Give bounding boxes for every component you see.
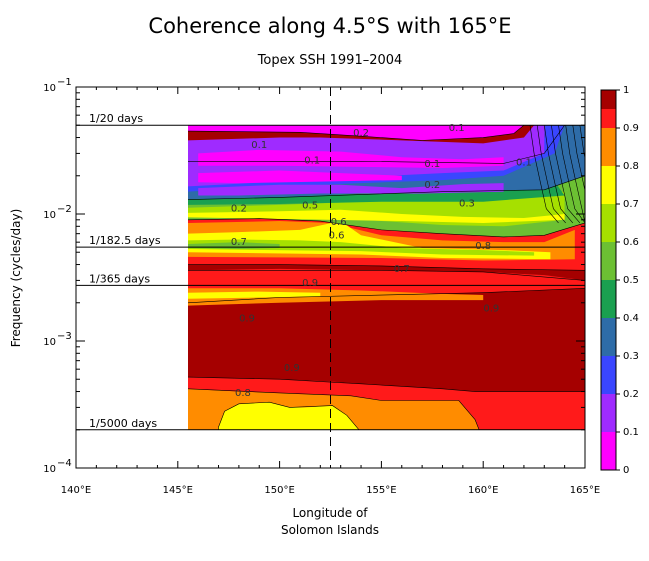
contour-label-2: 0.1: [424, 159, 440, 170]
contour-line-9: [187, 175, 585, 200]
edge-contour-5: [565, 125, 585, 224]
contour-label-17: 0.9: [483, 304, 499, 315]
colorbar-swatch-9: [601, 109, 616, 128]
contour-label-15: 0.9: [302, 278, 318, 289]
colorbar-swatch-2: [601, 356, 616, 394]
contour-label-10: 0.6: [331, 217, 347, 228]
edge-contour-7: [579, 125, 585, 223]
contour-line-5: [218, 401, 360, 430]
edge-contour-2: [544, 125, 574, 224]
level-fill-yellow-annual: [188, 291, 321, 299]
contour-fill-layer: [188, 125, 585, 430]
contour-line-8: [188, 125, 565, 164]
colorbar-tick-label: 0.4: [623, 313, 639, 324]
level-fill-magenta-mid: [198, 149, 504, 169]
x-axis-label: Longitude of: [292, 506, 368, 520]
chart-title: Coherence along 4.5°S with 165°E: [148, 14, 511, 38]
colorbar-tick-label: 1: [623, 85, 629, 96]
x-axis-label-line2: Solomon Islands: [281, 523, 379, 537]
x-tick-label: 155°E: [366, 485, 396, 496]
period-label-3: 1/5000 days: [89, 417, 157, 430]
contour-label-5: 0.2: [353, 128, 369, 139]
contour-line-7: [187, 288, 585, 304]
edge-contour-4: [558, 125, 585, 224]
contour-line-3: [187, 376, 585, 392]
colorbar-tick-label: 0.1: [623, 427, 639, 438]
contour-label-0: 0.1: [251, 140, 267, 151]
contour-labels: 0.1 0.1 0.1 0.1 0.1 0.2 0.2 0.2 0.3 0.5 0.6 0.6 0.7 0…: [231, 123, 532, 399]
y-tick-exp: −3: [57, 331, 72, 342]
contour-label-19: 0.8: [235, 388, 251, 399]
contour-label-6: 0.2: [424, 180, 440, 191]
y-tick-exp: −4: [57, 458, 72, 469]
plot-frame: [75, 86, 586, 469]
y-axis: 10−110−210−310−4: [43, 77, 585, 475]
colorbar-swatch-3: [601, 318, 616, 356]
contour-label-12: 0.7: [231, 237, 247, 248]
level-fill-magenta-low: [198, 170, 402, 184]
contour-label-1: 0.1: [304, 155, 320, 166]
period-label-2: 1/365 days: [89, 272, 150, 285]
colorbar-tick-label: 0.2: [623, 389, 639, 400]
contour-label-11: 0.6: [329, 231, 345, 242]
colorbar-tick-label: 0.6: [623, 237, 639, 248]
colorbar-tick-label: 0.5: [623, 275, 639, 286]
level-fill-yellow-upper: [188, 209, 565, 223]
colorbar-swatch-6: [601, 204, 616, 242]
colorbar: 1 0.9 0.8 0.7 0.6 0.5 0.4 0.3 0.2 0.1 0: [600, 85, 639, 476]
x-axis: 140°E 145°E 150°E 155°E 160°E 165°E: [61, 87, 600, 496]
contour-label-18: 0.9: [284, 363, 300, 374]
colorbar-swatch-0: [601, 432, 616, 470]
contour-label-16: 0.9: [239, 314, 255, 325]
colorbar-swatch-1: [601, 394, 616, 432]
y-tick-base: 10: [43, 210, 56, 221]
contour-label-8: 0.3: [459, 198, 475, 209]
contour-label-14: 0.8: [475, 241, 491, 252]
colorbar-swatch-5: [601, 242, 616, 280]
y-tick-base: 10: [43, 83, 56, 94]
y-axis-label: Frequency (cycles/day): [9, 209, 23, 348]
period-label-1: 1/182.5 days: [89, 234, 161, 247]
contour-label-13: 0.7: [394, 264, 410, 275]
x-tick-label: 160°E: [468, 485, 498, 496]
colorbar-swatch-8: [601, 128, 616, 166]
x-tick-label: 150°E: [264, 485, 294, 496]
contour-label-4: 0.1: [516, 158, 532, 169]
contour-line-10: [187, 125, 525, 141]
contour-line-2: [188, 264, 585, 271]
contour-label-9: 0.5: [302, 201, 318, 212]
colorbar-tick-label: 0.8: [623, 161, 639, 172]
colorbar-tick-label: 0: [623, 465, 629, 476]
contour-line-6: [188, 270, 585, 281]
colorbar-tick-label: 0.3: [623, 351, 639, 362]
colorbar-swatch-4: [601, 280, 616, 318]
y-tick-exp: −2: [57, 204, 72, 215]
contour-label-3: 0.1: [449, 123, 465, 134]
edge-contour-3: [551, 125, 581, 224]
y-tick-base: 10: [43, 337, 56, 348]
colorbar-tick-label: 0.7: [623, 199, 639, 210]
edge-contour-6: [572, 125, 585, 223]
level-fill-magenta-top: [188, 125, 524, 141]
contour-line-layer: [187, 125, 585, 430]
contour-line-4: [187, 388, 480, 430]
y-tick-base: 10: [43, 464, 56, 475]
edge-contour-1: [536, 125, 566, 224]
colorbar-swatch-7: [601, 166, 616, 204]
level-fill-yellow-low: [218, 402, 359, 430]
x-tick-label: 165°E: [570, 485, 600, 496]
contour-line-1: [187, 218, 585, 238]
y-tick-exp: −1: [57, 77, 72, 88]
colorbar-tick-label: 0.9: [623, 123, 639, 134]
colorbar-swatch-10: [601, 90, 616, 109]
x-tick-label: 140°E: [61, 485, 91, 496]
x-tick-label: 145°E: [163, 485, 193, 496]
period-label-0: 1/20 days: [89, 112, 143, 125]
chart-subtitle: Topex SSH 1991–2004: [257, 53, 403, 68]
edge-contour-0: [529, 125, 559, 224]
contour-label-7: 0.2: [231, 203, 247, 214]
